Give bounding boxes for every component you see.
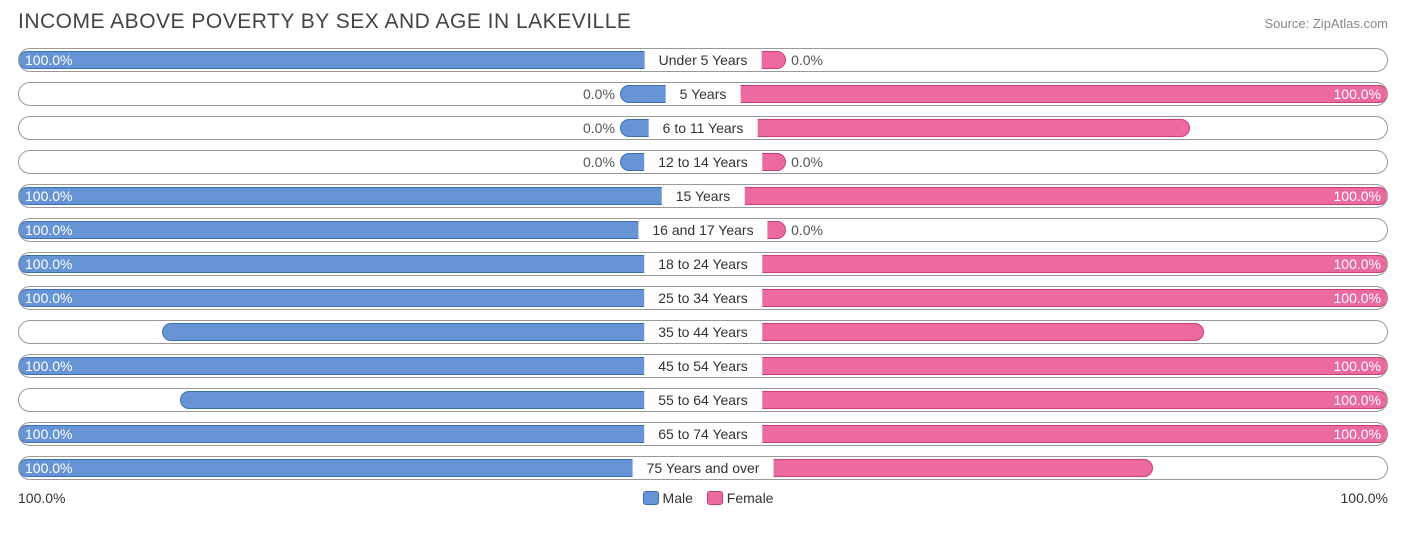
category-label: 6 to 11 Years <box>649 117 758 139</box>
male-bar <box>162 323 702 341</box>
male-bar <box>18 221 702 239</box>
category-label: 5 Years <box>666 83 741 105</box>
male-value: 76.3% <box>25 389 65 411</box>
male-value: 100.0% <box>25 49 72 71</box>
female-value: 0.0% <box>791 219 823 241</box>
male-bar <box>18 425 702 443</box>
female-value: 100.0% <box>1334 83 1381 105</box>
female-value: 100.0% <box>1334 423 1381 445</box>
category-label: 65 to 74 Years <box>644 423 762 445</box>
chart-header: INCOME ABOVE POVERTY BY SEX AND AGE IN L… <box>18 10 1388 34</box>
category-label: 75 Years and over <box>633 457 774 479</box>
chart-row: 100.0% 100.0% 18 to 24 Years <box>18 252 1388 276</box>
male-bar <box>180 391 702 409</box>
category-label: 35 to 44 Years <box>644 321 762 343</box>
male-value: 0.0% <box>583 83 615 105</box>
female-value: 100.0% <box>1334 355 1381 377</box>
chart-row: 100.0% 0.0% Under 5 Years <box>18 48 1388 72</box>
female-value: 73.1% <box>1341 321 1381 343</box>
chart-row: 100.0% 0.0% 16 and 17 Years <box>18 218 1388 242</box>
female-value: 100.0% <box>1334 185 1381 207</box>
chart-row: 79.0% 73.1% 35 to 44 Years <box>18 320 1388 344</box>
chart-row: 0.0% 0.0% 12 to 14 Years <box>18 150 1388 174</box>
chart-row: 76.3% 100.0% 55 to 64 Years <box>18 388 1388 412</box>
chart-row: 0.0% 100.0% 5 Years <box>18 82 1388 106</box>
male-value: 0.0% <box>583 151 615 173</box>
female-value: 100.0% <box>1334 253 1381 275</box>
male-value: 100.0% <box>25 287 72 309</box>
male-bar <box>18 289 702 307</box>
chart-source: Source: ZipAtlas.com <box>1264 16 1388 31</box>
female-bar <box>704 289 1388 307</box>
category-label: 45 to 54 Years <box>644 355 762 377</box>
chart-row: 0.0% 71.1% 6 to 11 Years <box>18 116 1388 140</box>
category-label: 18 to 24 Years <box>644 253 762 275</box>
axis-right-label: 100.0% <box>1341 490 1388 506</box>
male-value: 79.0% <box>25 321 65 343</box>
category-label: 55 to 64 Years <box>644 389 762 411</box>
female-bar <box>704 357 1388 375</box>
female-value: 100.0% <box>1334 287 1381 309</box>
legend-female-label: Female <box>727 490 774 506</box>
category-label: 16 and 17 Years <box>638 219 767 241</box>
female-swatch <box>707 491 723 505</box>
male-bar <box>18 187 702 205</box>
male-bar <box>18 255 702 273</box>
male-bar <box>18 51 702 69</box>
female-bar <box>704 187 1388 205</box>
female-value: 0.0% <box>791 49 823 71</box>
male-value: 100.0% <box>25 423 72 445</box>
female-bar <box>704 425 1388 443</box>
legend-male-label: Male <box>663 490 693 506</box>
chart-footer: 100.0% Male Female 100.0% <box>18 490 1388 506</box>
male-value: 100.0% <box>25 185 72 207</box>
male-bar <box>18 357 702 375</box>
female-value: 65.7% <box>1341 457 1381 479</box>
female-bar <box>704 119 1190 137</box>
category-label: 25 to 34 Years <box>644 287 762 309</box>
chart-row: 100.0% 65.7% 75 Years and over <box>18 456 1388 480</box>
male-value: 100.0% <box>25 253 72 275</box>
male-value: 100.0% <box>25 219 72 241</box>
chart-title: INCOME ABOVE POVERTY BY SEX AND AGE IN L… <box>18 10 631 34</box>
chart-row: 100.0% 100.0% 15 Years <box>18 184 1388 208</box>
category-label: 12 to 14 Years <box>644 151 762 173</box>
chart-rows: 100.0% 0.0% Under 5 Years 0.0% 100.0% 5 Years… <box>18 48 1388 480</box>
chart-row: 100.0% 100.0% 65 to 74 Years <box>18 422 1388 446</box>
chart-row: 100.0% 100.0% 25 to 34 Years <box>18 286 1388 310</box>
poverty-by-sex-age-chart: INCOME ABOVE POVERTY BY SEX AND AGE IN L… <box>0 0 1406 514</box>
male-bar <box>18 459 702 477</box>
female-value: 71.1% <box>1341 117 1381 139</box>
chart-row: 100.0% 100.0% 45 to 54 Years <box>18 354 1388 378</box>
female-value: 100.0% <box>1334 389 1381 411</box>
chart-legend: Male Female <box>65 490 1340 506</box>
male-swatch <box>643 491 659 505</box>
male-value: 0.0% <box>583 117 615 139</box>
category-label: 15 Years <box>662 185 745 207</box>
male-value: 100.0% <box>25 355 72 377</box>
female-bar <box>704 323 1204 341</box>
male-value: 100.0% <box>25 457 72 479</box>
female-value: 0.0% <box>791 151 823 173</box>
female-bar <box>704 85 1388 103</box>
female-bar <box>704 255 1388 273</box>
axis-left-label: 100.0% <box>18 490 65 506</box>
category-label: Under 5 Years <box>645 49 762 71</box>
female-bar <box>704 391 1388 409</box>
